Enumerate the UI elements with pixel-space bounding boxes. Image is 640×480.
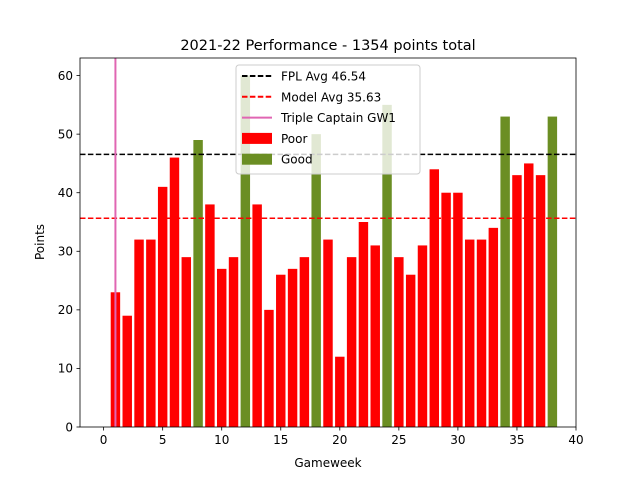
bar-gw-36	[524, 163, 534, 427]
bar-gw-19	[323, 239, 333, 427]
bar-gw-17	[299, 257, 310, 427]
bar-gw-21	[346, 257, 357, 427]
bar-gw-20	[335, 356, 345, 427]
bar-gw-33	[488, 227, 499, 427]
bar-gw-6	[169, 157, 180, 428]
y-tick-label: 10	[58, 362, 73, 376]
legend: FPL Avg 46.54 Model Avg 35.63 Triple Capta…	[235, 64, 421, 175]
bar-gw-37	[535, 175, 546, 427]
bar-gw-34	[500, 116, 510, 428]
bar-gw-27	[417, 245, 428, 427]
legend-label: Model Avg 35.63	[281, 90, 381, 104]
chart-title: 2021-22 Performance - 1354 points total	[180, 38, 475, 54]
bar-gw-10	[216, 268, 227, 427]
legend-label: Triple Captain GW1	[280, 111, 396, 125]
bar-gw-38	[547, 116, 558, 428]
bar-gw-32	[476, 239, 487, 427]
bar-gw-13	[252, 204, 262, 427]
bar-gw-22	[358, 222, 369, 427]
y-axis-label: Points	[33, 224, 47, 260]
bar-gw-9	[205, 204, 215, 427]
x-tick-label: 35	[509, 433, 524, 447]
bar-gw-3	[134, 239, 144, 427]
x-tick-label: 5	[159, 433, 167, 447]
x-tick-label: 20	[332, 433, 347, 447]
x-tick-label: 40	[568, 433, 583, 447]
y-tick-label: 20	[58, 303, 73, 317]
legend-box	[235, 64, 421, 175]
bar-gw-29	[441, 192, 451, 427]
legend-label: FPL Avg 46.54	[281, 70, 366, 84]
bar-gw-28	[429, 169, 440, 428]
bar-gw-8	[193, 140, 203, 427]
legend-label: Poor	[281, 132, 307, 146]
legend-label: Good	[281, 153, 313, 167]
x-axis-label: Gameweek	[294, 456, 361, 470]
bar-gw-26	[405, 274, 416, 427]
plot-area: 0 5 10 15 20 25 30 35 40 0 10 20 30 40 50 60 FPL Avg 46.…	[58, 57, 584, 447]
x-tick-label: 0	[100, 433, 108, 447]
bar-gw-31	[464, 239, 475, 427]
bar-gw-24	[382, 104, 392, 427]
y-tick-label: 40	[58, 186, 73, 200]
bar-gw-4	[146, 239, 156, 427]
legend-patch-swatch	[242, 132, 272, 144]
bar-gw-2	[122, 315, 132, 427]
bar-gw-7	[181, 257, 192, 427]
bar-gw-14	[264, 309, 274, 427]
x-tick-label: 30	[450, 433, 465, 447]
bar-gw-15	[276, 274, 286, 427]
y-tick-label: 60	[58, 69, 73, 83]
bar-gw-23	[370, 245, 380, 427]
y-tick-label: 30	[58, 245, 73, 259]
x-tick-label: 25	[391, 433, 406, 447]
bar-gw-16	[287, 268, 298, 427]
legend-patch-swatch	[242, 153, 272, 165]
bar-gw-5	[157, 186, 168, 427]
y-tick-label: 0	[65, 420, 73, 434]
bar-gw-12	[240, 75, 251, 428]
bar-gw-18	[311, 134, 321, 427]
bar-gw-30	[453, 192, 463, 427]
bar-gw-11	[228, 257, 239, 427]
axes-frame	[79, 57, 577, 428]
x-tick-label: 10	[214, 433, 229, 447]
x-tick-label: 15	[273, 433, 288, 447]
bar-gw-35	[512, 175, 522, 427]
bar-gw-25	[394, 257, 404, 427]
y-tick-label: 50	[58, 127, 73, 141]
